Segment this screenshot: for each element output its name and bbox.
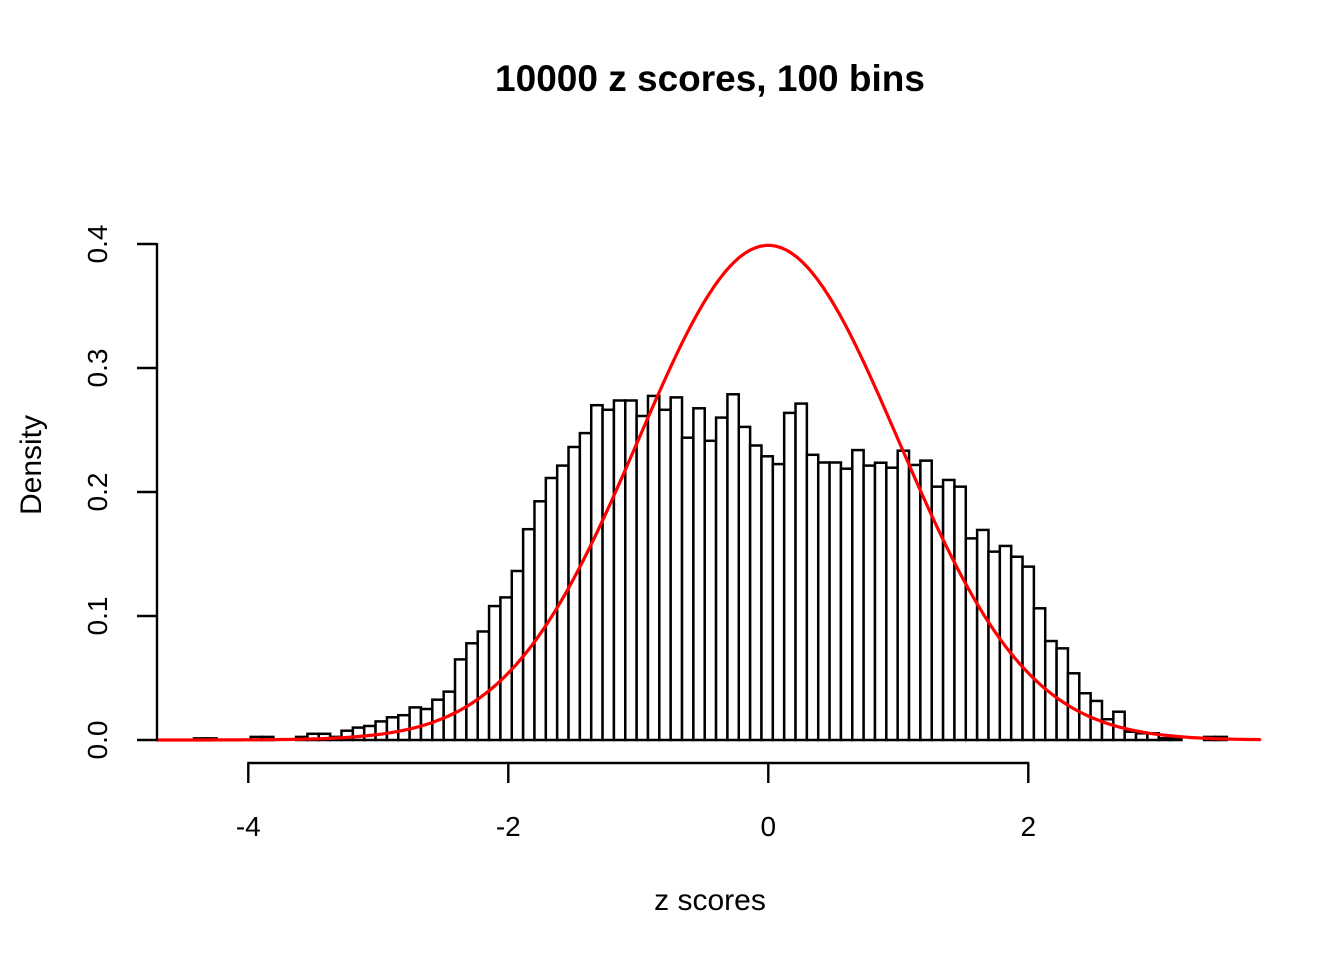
histogram-bar — [362, 724, 377, 742]
y-tick-label: 0.2 — [82, 473, 113, 512]
normal-curve — [155, 243, 1262, 742]
histogram-bar — [1157, 737, 1172, 742]
histogram-bar — [851, 448, 865, 742]
histogram-bar — [953, 485, 968, 742]
x-axis-title: z scores — [654, 884, 766, 917]
histogram-bar — [476, 630, 491, 742]
histogram-bar — [975, 528, 990, 742]
histogram-bar — [714, 416, 729, 742]
chart-title: 10000 z scores, 100 bins — [495, 58, 925, 99]
histogram-bar — [578, 431, 593, 742]
histogram-bar — [397, 713, 411, 742]
histogram-bar — [760, 455, 775, 742]
histogram-bar — [692, 407, 706, 742]
histogram-bar — [828, 461, 843, 742]
histogram-bar — [612, 399, 627, 742]
histogram-bar — [533, 500, 548, 742]
histogram-bar — [646, 394, 661, 742]
histogram-bar — [465, 642, 479, 742]
histogram-bar — [703, 439, 718, 742]
histogram-bar — [771, 462, 786, 742]
x-tick-label: 0 — [761, 811, 777, 842]
histogram-bar — [794, 402, 809, 742]
x-tick-label: -4 — [236, 811, 261, 842]
x-tick-label: 2 — [1021, 811, 1037, 842]
y-tick-label: 0.4 — [82, 225, 113, 264]
histogram-bar — [907, 463, 922, 742]
histogram-bar — [782, 411, 797, 742]
histogram-bar — [635, 414, 650, 742]
histogram-bars — [192, 393, 1229, 742]
histogram-bar — [816, 461, 831, 742]
histogram-bar — [987, 550, 1002, 742]
x-tick-label: -2 — [496, 811, 521, 842]
histogram-bar — [1168, 737, 1183, 742]
histogram-bar — [941, 478, 956, 742]
y-axis-title: Density — [15, 414, 48, 516]
histogram-bar — [658, 408, 672, 742]
y-tick-label: 0.1 — [82, 597, 113, 636]
histogram-bar — [487, 604, 502, 742]
histogram-bar — [567, 445, 582, 742]
histogram-bar — [408, 706, 423, 742]
histogram-bar — [669, 396, 684, 742]
histogram-bar — [1009, 555, 1024, 742]
histogram-bar — [1055, 647, 1070, 742]
histogram-bar — [1123, 730, 1138, 742]
histogram-bar — [885, 466, 899, 742]
histogram-bar — [737, 425, 752, 742]
histogram-bar — [385, 716, 400, 742]
histogram-bar — [1134, 732, 1149, 742]
histogram-bar — [862, 464, 877, 742]
histogram-bar — [499, 596, 514, 742]
y-tick-label: 0.3 — [82, 349, 113, 388]
y-tick-label: 0.0 — [82, 721, 113, 760]
histogram-bar — [680, 436, 695, 742]
histogram-bar — [839, 467, 854, 742]
histogram-bar — [1021, 565, 1036, 742]
histogram-bar — [589, 403, 604, 742]
histogram-bar — [521, 527, 536, 742]
histogram-bar — [601, 408, 616, 742]
histogram-bar — [896, 449, 911, 742]
histogram-bar — [510, 569, 525, 742]
histogram-bar — [374, 720, 389, 742]
histogram-bar — [1032, 607, 1047, 742]
histogram-bar — [726, 393, 741, 742]
histogram-bar — [873, 461, 888, 742]
histogram-bar — [964, 537, 979, 742]
histogram-bar — [805, 453, 820, 742]
histogram-bar — [748, 444, 763, 742]
histogram-bar — [453, 658, 468, 742]
